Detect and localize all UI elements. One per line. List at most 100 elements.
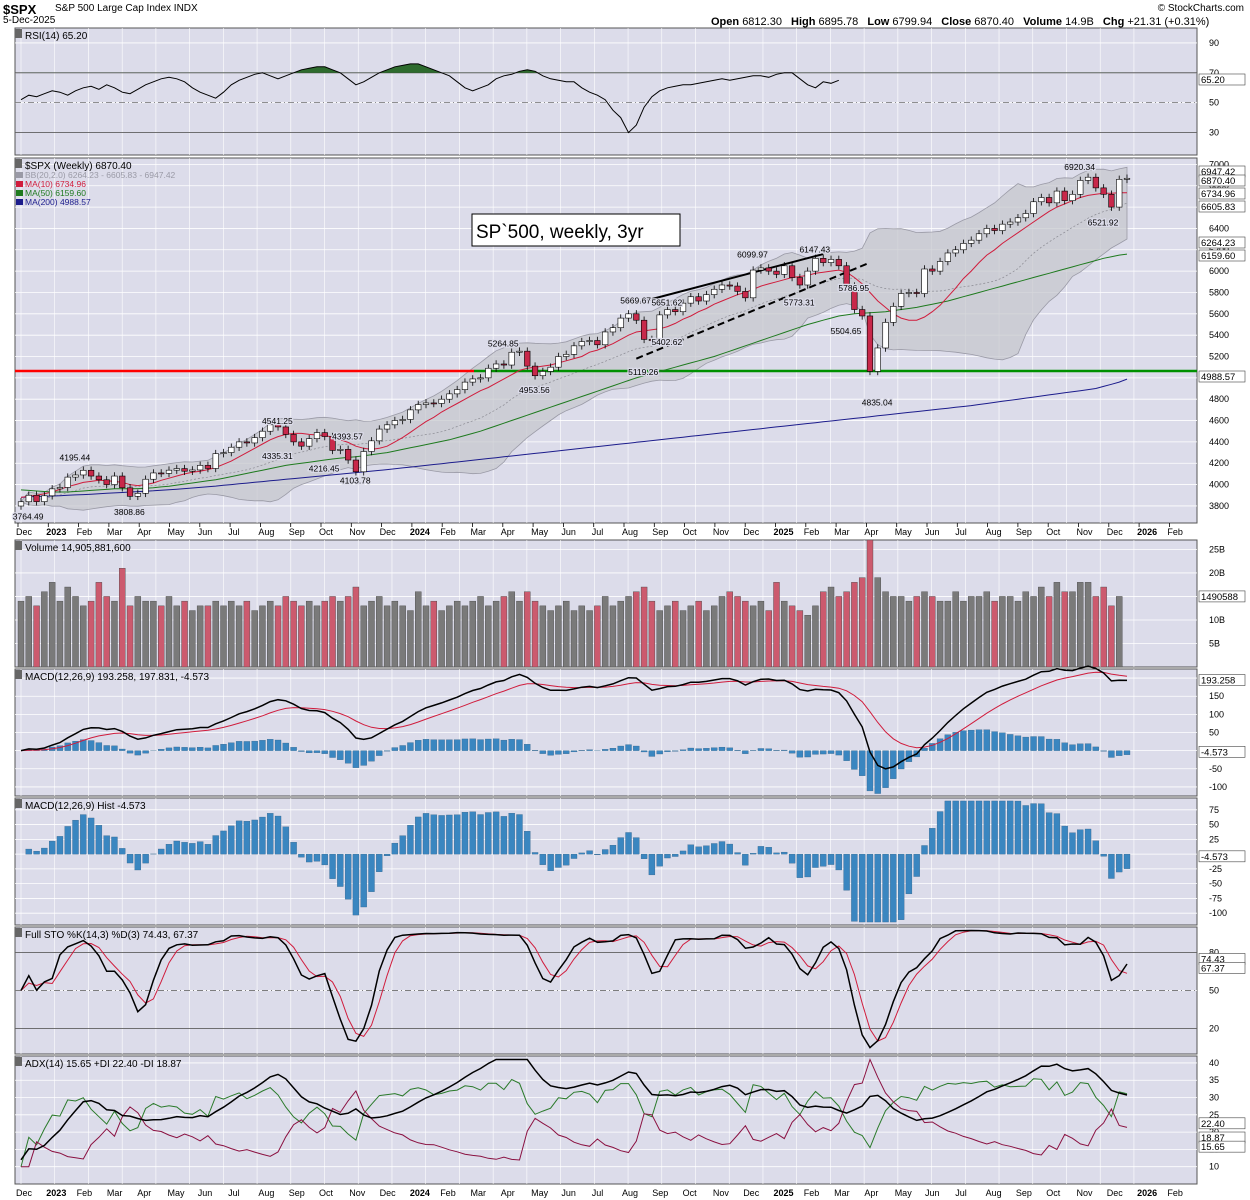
candle [952,249,959,254]
candle [243,441,250,444]
macd-hist-bar [33,850,40,855]
volume-bar [321,600,328,668]
x-tick-label: Nov [1077,1188,1094,1198]
macd-hist-bar [672,853,679,857]
legend-swatch [16,199,23,205]
bollinger-band [20,166,1128,511]
price-annotation: 6099.97 [737,249,768,259]
y-tick-label: 25B [1209,544,1225,554]
volume-bar [648,600,656,668]
candle [1100,187,1107,195]
x-tick-label: Oct [319,1188,334,1198]
macd-hist-bar [921,845,928,855]
candle [703,294,710,302]
price-annotation: 4216.45 [309,463,340,473]
y-tick-label: 20 [1209,1024,1219,1034]
ma200-line [20,378,1128,498]
macd-hist-bar [749,853,757,855]
x-tick-label: Feb [804,1188,820,1198]
ma10-line [20,192,1127,498]
x-tick-label: Feb [1167,527,1183,537]
candle [95,475,102,481]
macd-hist-bar [508,813,515,855]
rsi-panel-background [14,27,1198,156]
volume-bar [726,591,733,668]
macd-hist-bar [189,843,196,855]
volume-bar [251,610,258,668]
volume-bar [165,596,173,668]
macd-hist-bar [1045,812,1053,855]
macd-hist-bar [446,739,453,751]
volume-bar [757,600,765,668]
x-tick-label: Jun [198,527,213,537]
macd-hist-bar [851,750,858,770]
volume-bar [173,605,180,668]
volume-bar [539,605,547,668]
macd-line [20,665,1128,770]
macd-hist-bar [267,739,274,751]
candle [570,345,578,355]
x-tick-label: Jul [228,1188,240,1198]
volume-bar [718,596,726,668]
candle [1038,197,1045,203]
volume-bar [1006,596,1014,668]
candle [383,424,391,430]
y-tick-label: 3800 [1209,501,1229,511]
macd-hist-bar [391,747,399,751]
volume-bar [555,605,562,668]
macd-hist-bar [936,738,944,751]
volume-bar [960,600,967,668]
chg-value: +21.31 (+0.31%) [1127,16,1210,28]
volume-bar [796,610,804,668]
panel-icon [15,670,22,679]
macd-hist-bar [461,812,469,855]
macd-hist-bar [679,749,687,751]
volume-bar [368,600,375,668]
price-annotation: 4335.31 [262,451,293,461]
macd-hist-bar [586,850,593,855]
adx-panel: 40353025201510ADX(14) 15.65 +DI 22.40 -D… [14,1055,1246,1185]
macd-hist-bar [56,836,64,855]
volume-bar [1092,596,1100,668]
open-label: Open [711,16,740,28]
volume-bar [1053,582,1061,668]
macd-hist-bar [555,853,562,868]
macd-hist-bar [827,750,835,754]
macd-hist-bar [687,844,694,855]
volume-bar [492,600,500,668]
candle [968,239,975,244]
x-tick-label: Dec [1107,1188,1124,1198]
panel-icon [15,159,22,168]
volume-bar [765,610,772,668]
annotation-box-text: SP`500, weekly, 3yr [476,222,644,243]
macd-hist-bar [602,749,609,751]
volume-bar [968,596,975,668]
macd-hist-bar [383,853,391,856]
y-tick-label: 4200 [1209,458,1229,468]
macd-hist-bar [134,853,141,871]
candle [321,432,328,437]
legend-entry: MA(200) 4988.57 [25,197,91,207]
macd-hist-bar [368,750,375,762]
macd-hist-bar [220,830,227,855]
candle [664,309,671,316]
y-tick-label: -100 [1209,908,1227,918]
candle [1123,177,1131,180]
x-tick-label: Mar [834,1188,850,1198]
volume-bar [290,600,297,668]
macd-hist-bar [555,750,562,755]
macd-hist-bar [430,814,437,855]
x-tick-label: Apr [864,527,878,537]
candle [711,288,718,295]
macd-signal-line [20,671,1128,752]
candle [742,291,749,299]
volume-bar [664,605,671,668]
candle [882,322,889,349]
candle [306,438,313,447]
price-annotation: 4195.44 [60,453,91,463]
macd-hist-bar [142,750,149,754]
candle [905,292,913,294]
volume-bar [1116,596,1123,668]
macd-hist-bar [679,850,687,855]
macd-hist-bar [1038,736,1045,751]
